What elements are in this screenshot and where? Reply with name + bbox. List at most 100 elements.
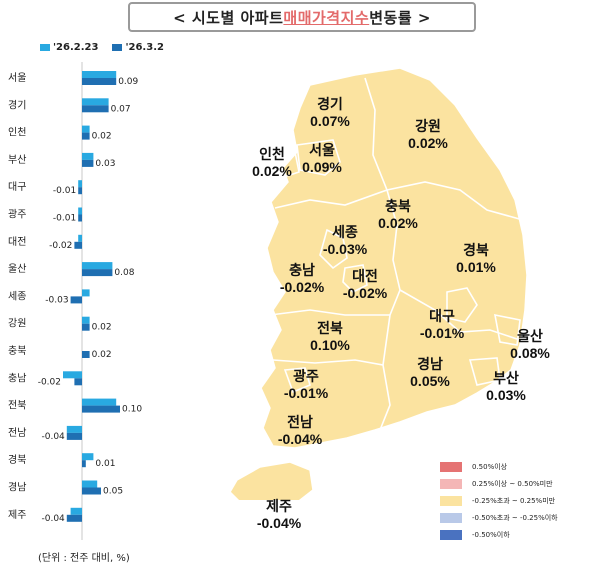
- region-name: 충남: [289, 262, 315, 278]
- legend-swatch-prev: [40, 44, 50, 51]
- data-label: -0.04: [42, 432, 66, 442]
- map-region-label: 전북 0.10%: [310, 320, 350, 354]
- bar-prev: [63, 371, 82, 379]
- region-name: 전북: [317, 320, 343, 336]
- category-label: 전남: [8, 427, 26, 439]
- map-legend-item: -0.50%초과 ~ -0.25%이하: [440, 511, 558, 525]
- data-label: -0.02: [49, 241, 72, 251]
- map-legend-swatch: [440, 496, 462, 506]
- boundary-busan: [468, 357, 501, 386]
- region-value: 0.08%: [510, 345, 550, 361]
- region-name: 전남: [287, 414, 313, 430]
- region-name: 대구: [429, 308, 455, 324]
- map-region-label: 충북 0.02%: [378, 198, 418, 232]
- bar-prev: [82, 262, 113, 270]
- data-label: 0.09: [118, 77, 138, 87]
- region-value: -0.02%: [279, 279, 325, 295]
- bar-curr: [82, 132, 90, 140]
- map-region-label: 세종 -0.03%: [323, 224, 367, 258]
- map-region-label: 경기 0.07%: [310, 96, 350, 130]
- category-label: 경북: [8, 453, 26, 466]
- boundary-incheon: [274, 151, 300, 180]
- legend-item-prev: '26.2.23: [40, 42, 98, 53]
- bar-curr: [74, 378, 82, 386]
- map-region-label: 서울 0.09%: [302, 142, 342, 176]
- region-name: 대전: [352, 268, 378, 284]
- bar-curr: [82, 159, 94, 167]
- map-region-label: 대전 -0.02%: [343, 268, 387, 302]
- category-label: 인천: [8, 127, 26, 139]
- bar-curr: [74, 241, 82, 249]
- map-region-label: 충남 -0.02%: [280, 262, 324, 296]
- region-value: 0.03%: [486, 387, 526, 403]
- region-name: 광주: [293, 368, 319, 384]
- map-region-label: 인천 0.02%: [252, 146, 292, 180]
- boundary-daejeon: [342, 264, 368, 293]
- category-label: 충남: [8, 372, 26, 384]
- region-value: -0.01%: [283, 385, 329, 401]
- map-legend-label: -0.50%초과 ~ -0.25%이하: [472, 514, 558, 522]
- category-label: 전북: [8, 400, 26, 412]
- region-name: 서울: [309, 142, 335, 158]
- bar-curr: [78, 214, 82, 222]
- map-region-label: 광주 -0.01%: [284, 368, 328, 402]
- region-value: 0.07%: [310, 113, 350, 129]
- region-name: 세종: [332, 224, 358, 240]
- bar-prev: [70, 507, 82, 515]
- region-value: 0.09%: [302, 159, 342, 175]
- region-value: 0.10%: [310, 337, 350, 353]
- boundary-seoul: [296, 139, 341, 176]
- bar-prev: [82, 98, 109, 106]
- boundary-gwangju: [283, 367, 311, 394]
- region-name: 경북: [463, 242, 489, 258]
- map-region-label: 경북 0.01%: [456, 242, 496, 276]
- bar-prev: [82, 316, 90, 324]
- region-value: 0.01%: [456, 259, 496, 275]
- bar-prev: [82, 480, 98, 488]
- bar-curr: [82, 351, 90, 358]
- data-label: 0.02: [92, 323, 112, 333]
- data-label: 0.01: [95, 459, 115, 469]
- data-label: 0.07: [111, 104, 131, 114]
- bar-curr: [82, 323, 90, 331]
- map-legend-label: 0.25%이상 ~ 0.50%미만: [472, 480, 553, 488]
- data-label: -0.04: [42, 514, 66, 524]
- category-label: 제주: [8, 509, 26, 521]
- legend-label-prev: '26.2.23: [53, 42, 99, 53]
- data-label: 0.05: [103, 487, 123, 497]
- map-legend-swatch: [440, 479, 462, 489]
- bar-chart: 서울 0.09 경기 0.07 인천 0.02 부산 0.03 대구 -0.01 광주 -0.01 대전…: [8, 62, 142, 540]
- bar-curr: [82, 78, 117, 85]
- boundary-ulsan: [493, 313, 521, 346]
- korea-map: [229, 67, 528, 500]
- category-label: 부산: [8, 154, 26, 166]
- region-value: -0.04%: [256, 515, 302, 531]
- category-label: 서울: [8, 72, 26, 84]
- map-region-label: 경남 0.05%: [410, 356, 450, 390]
- map-region-label: 전남 -0.04%: [278, 414, 322, 448]
- title-highlight: 매매가격지수: [283, 8, 370, 27]
- map-legend-swatch: [440, 513, 462, 523]
- title-suffix: 변동률 >: [369, 8, 431, 27]
- category-label: 경남: [8, 481, 26, 494]
- category-label: 광주: [8, 209, 26, 221]
- boundary-gyeongbuk-south: [399, 289, 521, 341]
- chart-title: < 시도별 아파트 매매가격지수 변동률 >: [128, 2, 476, 32]
- category-label: 충북: [8, 345, 26, 357]
- category-label: 경기: [8, 98, 26, 111]
- bar-prev: [82, 398, 117, 406]
- region-name: 충북: [385, 198, 411, 214]
- map-legend-swatch: [440, 462, 462, 472]
- data-label: 0.10: [122, 405, 142, 415]
- boundary-east-west: [379, 314, 391, 431]
- region-name: 제주: [266, 498, 292, 514]
- region-name: 인천: [259, 146, 285, 162]
- bar-prev: [82, 125, 90, 133]
- legend-label-curr: '26.3.2: [125, 42, 164, 53]
- map-region-label: 제주 -0.04%: [257, 498, 301, 532]
- boundary-sejong: [319, 228, 348, 270]
- series-legend: '26.2.23 '26.3.2: [40, 42, 164, 53]
- bar-prev: [66, 425, 82, 433]
- map-legend-swatch: [440, 530, 462, 540]
- map-legend-item: -0.25%초과 ~ 0.25%미만: [440, 494, 558, 508]
